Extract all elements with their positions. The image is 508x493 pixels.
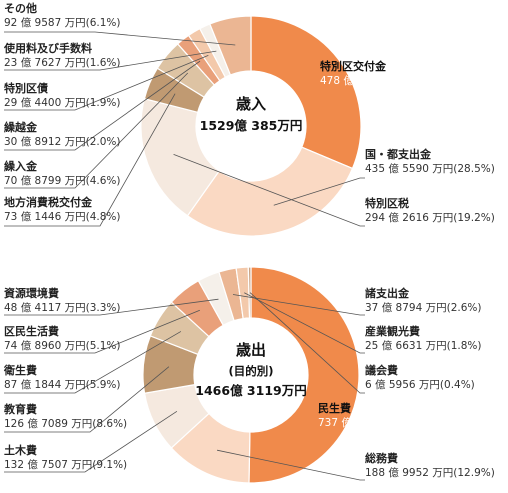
slice-label-name: 諸支出金: [365, 286, 410, 300]
slice-label-name: 議会費: [365, 363, 398, 377]
leader-line: [4, 93, 176, 227]
slice-label-name: 土木費: [4, 443, 37, 457]
slice-label-value: 29 億 4400 万円(1.9%): [4, 96, 120, 109]
leader-line: [4, 50, 217, 71]
expenditure-slice-9: [247, 266, 252, 319]
leader-line: [4, 309, 200, 354]
leader-line: [4, 298, 219, 316]
slice-label-name: 総務費: [365, 451, 398, 465]
slice-label-name: 特別区交付金: [320, 59, 387, 73]
leader-line: [4, 72, 189, 189]
slice-label-name: 特別区税: [365, 196, 409, 210]
center-title: 歳入: [236, 95, 266, 113]
slice-label-name: 繰入金: [4, 159, 38, 173]
slice-label-value: 70 億 8799 万円(4.6%): [4, 174, 120, 187]
leader-line: [244, 292, 365, 354]
slice-label-value: 188 億 9952 万円(12.9%): [365, 466, 495, 479]
slice-label-value: 92 億 9587 万円(6.1%): [4, 16, 120, 29]
slice-label-value: 74 億 8960 万円(5.1%): [4, 339, 120, 352]
expenditure-slice-0: [248, 266, 360, 484]
leader-line: [249, 292, 365, 394]
slice-label-value: 73 億 1446 万円(4.8%): [4, 210, 120, 223]
leader-line: [4, 60, 201, 151]
revenue-slice-0: [250, 15, 362, 170]
leader-line: [4, 55, 209, 111]
slice-label-name: 資源環境費: [4, 286, 59, 300]
leader-line: [4, 331, 182, 394]
leader-line: [216, 449, 365, 481]
leader-line: [4, 410, 178, 473]
center-total: 1466億 3119万円: [195, 383, 306, 398]
slice-label-value: 6 億 5956 万円(0.4%): [365, 378, 475, 391]
center-title: 歳出: [236, 341, 266, 359]
slice-label-value: 132 億 7507 万円(9.1%): [4, 458, 127, 471]
leader-line: [232, 294, 365, 316]
slice-label-value: 30 億 8912 万円(2.0%): [4, 135, 120, 148]
slice-label-value: 294 億 2616 万円(19.2%): [365, 211, 495, 224]
revenue-slice-8: [209, 15, 252, 76]
slice-label-value: 23 億 7627 万円(1.6%): [4, 56, 120, 69]
leader-line: [273, 177, 365, 206]
slice-label-name: 区民生活費: [4, 324, 59, 338]
slice-label-name: 繰越金: [4, 120, 38, 134]
slice-label-name: 教育費: [3, 402, 37, 416]
slice-label-value: 435 億 5590 万円(28.5%): [365, 162, 495, 175]
slice-label-name: 特別区債: [4, 81, 48, 95]
slice-label-name: 民生費: [318, 401, 351, 415]
slice-label-value: 25 億 6631 万円(1.8%): [365, 339, 481, 352]
slice-label-name: 地方消費税交付金: [4, 195, 93, 209]
leader-line: [4, 31, 236, 46]
slice-label-name: 衛生費: [3, 363, 37, 377]
leader-line: [4, 366, 170, 433]
slice-label-value: 48 億 4117 万円(3.3%): [4, 301, 120, 314]
slice-label-value: 87 億 1844 万円(5.9%): [4, 378, 120, 391]
center-subtitle: (目的別): [228, 364, 273, 378]
slice-label-value: 126 億 7089 万円(8.6%): [4, 417, 127, 430]
slice-label-name: 国・都支出金: [365, 147, 432, 161]
slice-label-value: 478 億 1406 万円(31.3%): [320, 74, 450, 87]
slice-label-value: 737 億 2268 万円(50.3%): [318, 416, 448, 429]
leader-line: [173, 154, 365, 227]
slice-label-name: 産業観光費: [365, 324, 420, 338]
center-total: 1529億 385万円: [200, 118, 303, 133]
slice-label-value: 37 億 8794 万円(2.6%): [365, 301, 481, 314]
slice-label-name: 使用料及び手数料: [3, 41, 92, 55]
slice-label-name: その他: [4, 1, 37, 15]
